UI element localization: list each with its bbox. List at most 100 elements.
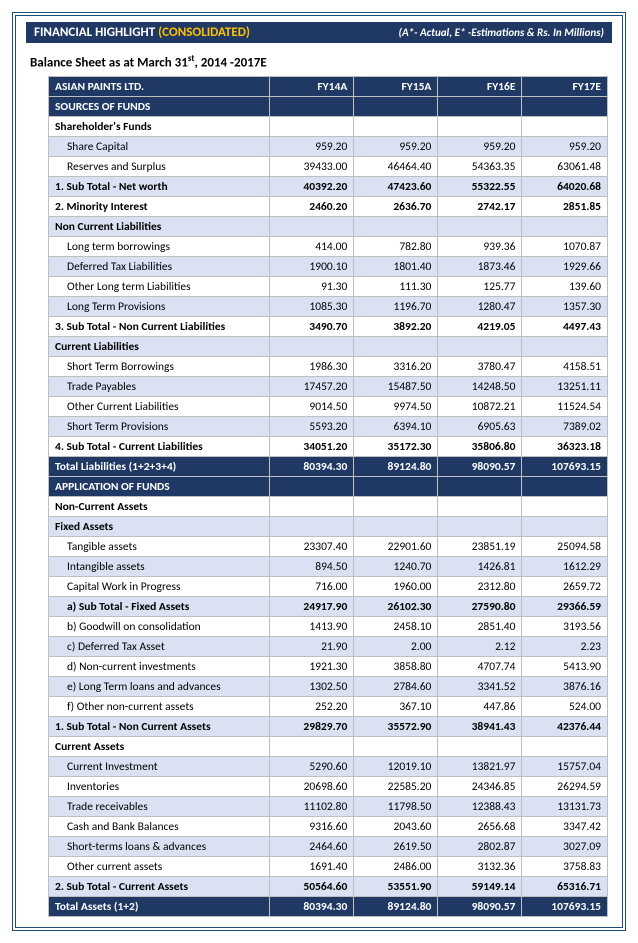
row-value: 15757.04 [522, 757, 608, 777]
row-value: 1085.30 [270, 297, 354, 317]
row-value: 3892.20 [354, 317, 438, 337]
row-value: 22901.60 [354, 537, 438, 557]
row-value: 20698.60 [270, 777, 354, 797]
row-value: 524.00 [522, 697, 608, 717]
row-label: Share Capital [49, 137, 270, 157]
row-value [354, 97, 438, 117]
row-value: 59149.14 [438, 877, 522, 897]
row-value: 12019.10 [354, 757, 438, 777]
row-value: 50564.60 [270, 877, 354, 897]
row-value: 3758.83 [522, 857, 608, 877]
row-value: 4219.05 [438, 317, 522, 337]
row-value [522, 97, 608, 117]
table-row: Share Capital959.20959.20959.20959.20 [49, 137, 608, 157]
row-value: 63061.48 [522, 157, 608, 177]
row-value: 1921.30 [270, 657, 354, 677]
row-value: 64020.68 [522, 177, 608, 197]
row-value: 1426.81 [438, 557, 522, 577]
row-value [522, 497, 608, 517]
row-value: 367.10 [354, 697, 438, 717]
row-value: 139.60 [522, 277, 608, 297]
row-value: 1302.50 [270, 677, 354, 697]
row-value [270, 737, 354, 757]
row-value: 35806.80 [438, 437, 522, 457]
row-value: 1357.30 [522, 297, 608, 317]
row-label: Trade Payables [49, 377, 270, 397]
row-value: 15487.50 [354, 377, 438, 397]
row-value: 11798.50 [354, 797, 438, 817]
table-row: Short Term Borrowings1986.303316.203780.… [49, 357, 608, 377]
row-value: 89124.80 [354, 897, 438, 917]
title-main: FINANCIAL HIGHLIGHT [34, 25, 158, 40]
row-label: 3. Sub Total - Non Current Liabilities [49, 317, 270, 337]
row-value: 29829.70 [270, 717, 354, 737]
row-value: 9014.50 [270, 397, 354, 417]
row-value: 24917.90 [270, 597, 354, 617]
row-value [270, 477, 354, 497]
row-value: 6394.10 [354, 417, 438, 437]
row-value [438, 117, 522, 137]
table-row: 4. Sub Total - Current Liabilities34051.… [49, 437, 608, 457]
table-row: 2. Sub Total - Current Assets50564.60535… [49, 877, 608, 897]
row-value [270, 97, 354, 117]
row-label: 1. Sub Total - Net worth [49, 177, 270, 197]
row-value [522, 217, 608, 237]
row-value: 54363.35 [438, 157, 522, 177]
row-label: 2. Minority Interest [49, 197, 270, 217]
page: FINANCIAL HIGHLIGHT (CONSOLIDATED) (A*- … [0, 0, 638, 943]
col-fy17e: FY17E [522, 77, 608, 97]
row-value: 2659.72 [522, 577, 608, 597]
row-value: 38941.43 [438, 717, 522, 737]
row-label: Inventories [49, 777, 270, 797]
row-value: 11102.80 [270, 797, 354, 817]
row-label: Non Current Liabilities [49, 217, 270, 237]
row-value: 23851.19 [438, 537, 522, 557]
row-value: 959.20 [354, 137, 438, 157]
row-value: 23307.40 [270, 537, 354, 557]
table-row: Other current assets1691.402486.003132.3… [49, 857, 608, 877]
table-row: 3. Sub Total - Non Current Liabilities34… [49, 317, 608, 337]
row-value [354, 217, 438, 237]
table-row: 1. Sub Total - Non Current Assets29829.7… [49, 717, 608, 737]
table-row: Other Current Liabilities9014.509974.501… [49, 397, 608, 417]
table-row: SOURCES OF FUNDS [49, 97, 608, 117]
row-value: 1691.40 [270, 857, 354, 877]
row-label: Short Term Borrowings [49, 357, 270, 377]
row-value: 21.90 [270, 637, 354, 657]
row-value: 1986.30 [270, 357, 354, 377]
row-label: c) Deferred Tax Asset [49, 637, 270, 657]
row-value: 959.20 [522, 137, 608, 157]
row-value: 14248.50 [438, 377, 522, 397]
row-label: Tangible assets [49, 537, 270, 557]
table-row: Current Assets [49, 737, 608, 757]
row-value: 1070.87 [522, 237, 608, 257]
row-value: 80394.30 [270, 457, 354, 477]
row-value: 5593.20 [270, 417, 354, 437]
row-label: SOURCES OF FUNDS [49, 97, 270, 117]
row-value [522, 337, 608, 357]
row-value: 1612.29 [522, 557, 608, 577]
row-value: 2458.10 [354, 617, 438, 637]
row-value [270, 337, 354, 357]
row-value [522, 477, 608, 497]
table-row: Inventories20698.6022585.2024346.8526294… [49, 777, 608, 797]
row-value: 107693.15 [522, 457, 608, 477]
row-label: Current Investment [49, 757, 270, 777]
table-row: Long Term Provisions1085.301196.701280.4… [49, 297, 608, 317]
row-value: 2851.40 [438, 617, 522, 637]
row-value: 5413.90 [522, 657, 608, 677]
row-value: 3341.52 [438, 677, 522, 697]
table-row: Tangible assets23307.4022901.6023851.192… [49, 537, 608, 557]
row-value: 2464.60 [270, 837, 354, 857]
row-value: 12388.43 [438, 797, 522, 817]
table-row: Reserves and Surplus39433.0046464.405436… [49, 157, 608, 177]
table-row: Other Long term Liabilities91.30111.3012… [49, 277, 608, 297]
row-label: Shareholder's Funds [49, 117, 270, 137]
row-label: a) Sub Total - Fixed Assets [49, 597, 270, 617]
row-value: 3780.47 [438, 357, 522, 377]
table-row: Short Term Provisions5593.206394.106905.… [49, 417, 608, 437]
row-value: 1960.00 [354, 577, 438, 597]
row-label: Non-Current Assets [49, 497, 270, 517]
row-value: 3347.42 [522, 817, 608, 837]
row-value: 26102.30 [354, 597, 438, 617]
